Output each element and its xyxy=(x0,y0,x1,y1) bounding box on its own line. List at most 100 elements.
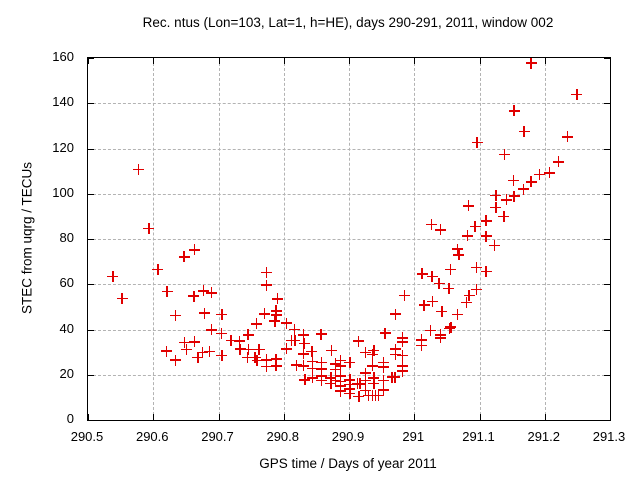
data-point-marker xyxy=(306,345,318,357)
data-point-marker xyxy=(500,194,512,206)
y-tick-label: 40 xyxy=(59,320,74,336)
data-point-marker xyxy=(281,317,292,329)
x-tick-label: 290.6 xyxy=(135,429,169,444)
data-point-marker xyxy=(389,371,401,383)
data-point-marker xyxy=(480,215,492,227)
y-tick-mark xyxy=(604,148,610,150)
data-point-marker xyxy=(498,211,510,223)
data-point-marker xyxy=(179,337,191,349)
y-tick-label: 0 xyxy=(66,411,74,426)
data-point-marker xyxy=(451,309,463,321)
data-point-marker xyxy=(297,360,309,372)
data-point-marker xyxy=(189,244,200,256)
y-tick-mark xyxy=(88,329,94,331)
y-tick-label: 80 xyxy=(59,230,74,245)
grid-line-y xyxy=(88,103,610,105)
x-axis-label: GPS time / Days of year 2011 xyxy=(259,456,437,471)
data-point-marker xyxy=(553,156,565,168)
x-tick-mark xyxy=(544,58,546,64)
data-point-marker xyxy=(316,356,328,368)
data-point-marker xyxy=(271,293,283,305)
data-point-marker xyxy=(425,219,437,231)
data-point-marker xyxy=(234,335,246,347)
data-point-marker xyxy=(571,89,583,101)
y-tick-mark xyxy=(88,193,94,195)
data-point-marker xyxy=(178,251,190,263)
data-point-marker xyxy=(373,389,384,401)
data-point-marker xyxy=(143,223,155,235)
data-point-marker xyxy=(170,354,182,366)
data-point-marker xyxy=(253,344,265,356)
data-point-marker xyxy=(189,336,200,348)
data-point-marker xyxy=(451,243,463,255)
x-tick-mark xyxy=(283,58,285,64)
x-tick-mark xyxy=(414,58,416,64)
x-tick-mark xyxy=(414,414,416,420)
x-tick-mark xyxy=(479,58,481,64)
grid-line-y xyxy=(88,374,610,376)
y-tick-mark xyxy=(604,58,610,59)
data-point-marker xyxy=(325,377,337,389)
data-point-marker xyxy=(445,321,457,333)
x-tick-mark xyxy=(544,414,546,420)
x-tick-mark xyxy=(88,58,89,64)
data-point-marker xyxy=(359,346,371,358)
chart-title: Rec. ntus (Lon=103, Lat=1, h=HE), days 2… xyxy=(142,15,554,30)
x-tick-mark xyxy=(349,414,350,420)
x-tick-label: 291.1 xyxy=(462,429,495,444)
data-point-marker xyxy=(470,262,482,274)
data-point-marker xyxy=(241,351,253,363)
data-point-marker xyxy=(461,230,473,242)
data-point-marker xyxy=(367,360,379,372)
data-point-marker xyxy=(425,325,437,337)
x-tick-mark xyxy=(153,58,155,64)
x-tick-mark xyxy=(479,414,481,420)
data-point-marker xyxy=(260,361,272,373)
y-tick-mark xyxy=(604,239,610,240)
data-point-marker xyxy=(316,375,328,387)
data-point-marker xyxy=(297,348,309,360)
data-point-marker xyxy=(198,307,210,319)
data-point-marker xyxy=(508,190,520,202)
y-tick-mark xyxy=(604,284,610,286)
data-point-marker xyxy=(204,345,216,357)
data-point-marker xyxy=(270,360,282,372)
data-point-marker xyxy=(315,328,327,340)
x-tick-mark xyxy=(88,414,89,420)
data-point-marker xyxy=(378,384,390,396)
x-tick-mark xyxy=(218,58,220,64)
y-tick-label: 120 xyxy=(52,139,74,155)
y-tick-label: 140 xyxy=(52,94,74,110)
y-tick-mark xyxy=(88,284,94,286)
data-point-marker xyxy=(368,344,380,356)
y-tick-mark xyxy=(604,103,610,105)
data-point-marker xyxy=(281,343,292,355)
x-tick-mark xyxy=(349,58,350,64)
data-point-marker xyxy=(352,335,364,347)
data-point-marker xyxy=(215,328,227,340)
grid-line-y xyxy=(88,148,610,150)
data-point-marker xyxy=(353,390,365,402)
x-tick-label: 290.9 xyxy=(331,429,365,444)
y-tick-mark xyxy=(88,374,94,376)
x-tick-label: 290.8 xyxy=(266,429,300,444)
data-point-marker xyxy=(490,202,502,213)
data-point-marker xyxy=(453,249,465,261)
data-point-marker xyxy=(518,125,530,137)
data-point-marker xyxy=(427,295,439,307)
y-tick-mark xyxy=(88,239,94,240)
x-tick-label: 291 xyxy=(402,429,425,444)
data-point-marker xyxy=(196,346,208,358)
data-point-marker xyxy=(243,343,255,355)
data-point-marker xyxy=(205,324,217,336)
data-point-marker xyxy=(192,352,204,364)
data-point-marker xyxy=(270,353,282,365)
data-point-marker xyxy=(269,315,281,327)
data-point-marker xyxy=(288,323,300,335)
data-point-marker xyxy=(461,297,473,309)
y-tick-label: 20 xyxy=(59,365,74,381)
y-tick-label: 60 xyxy=(59,275,74,291)
data-point-marker xyxy=(470,283,482,295)
data-point-marker xyxy=(444,323,456,335)
